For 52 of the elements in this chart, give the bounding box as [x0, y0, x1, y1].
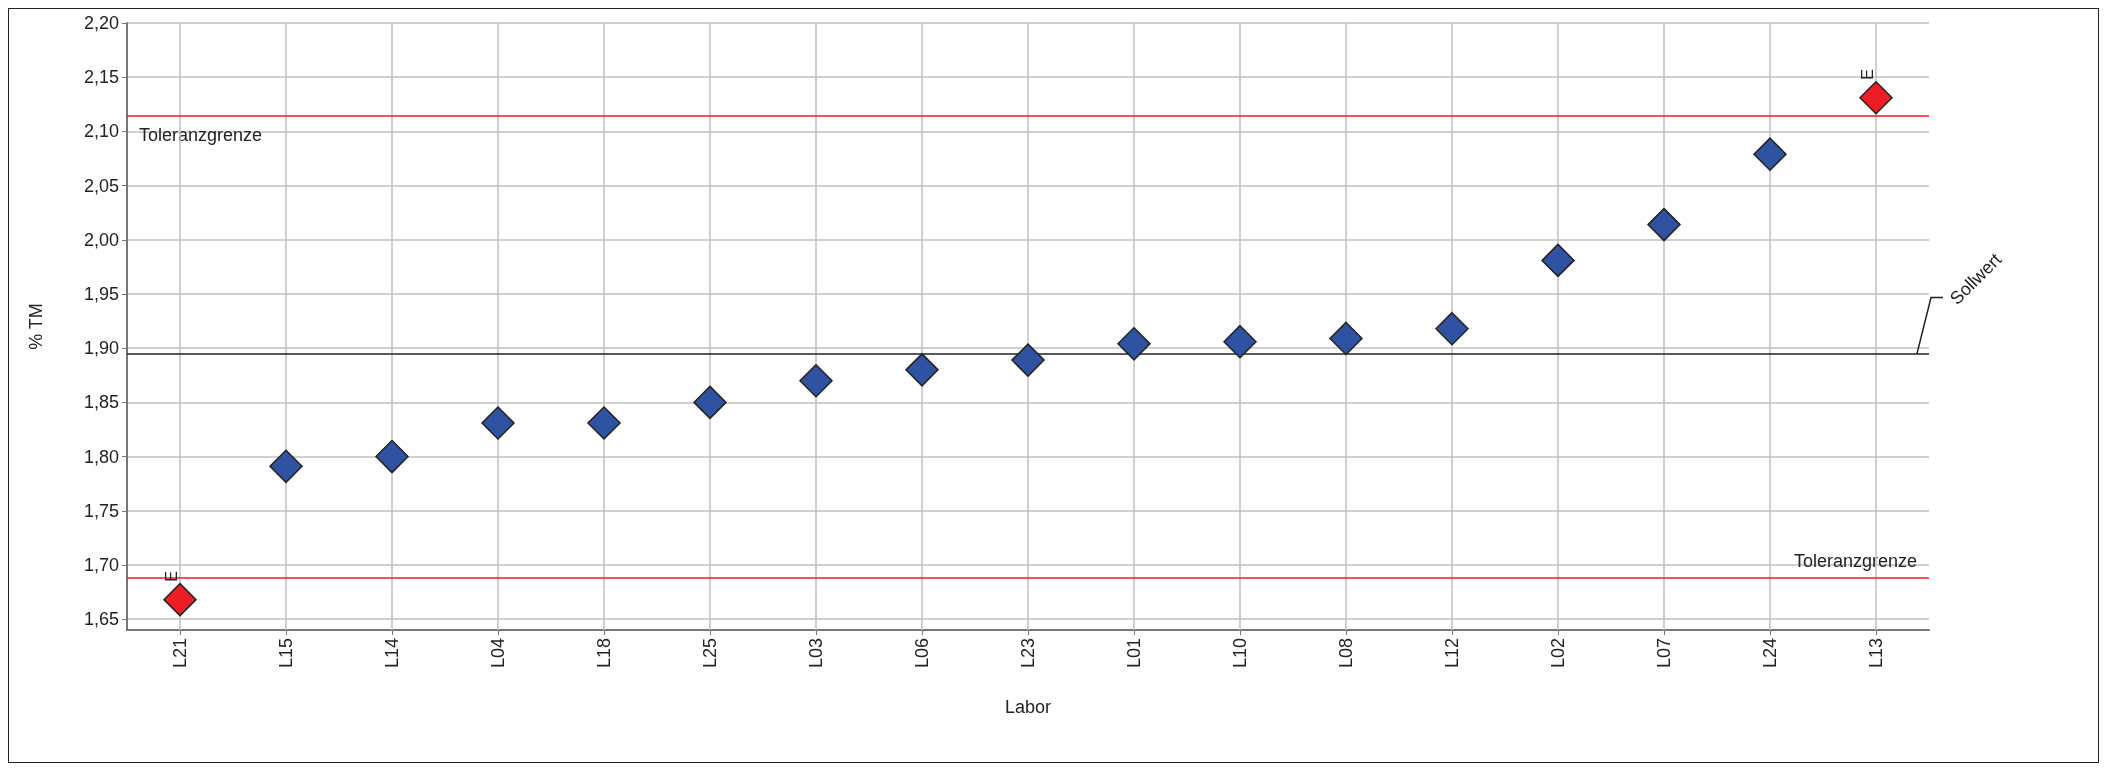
- point: [1329, 321, 1363, 356]
- point: [481, 406, 515, 440]
- y-axis-title: % TM: [26, 303, 46, 350]
- x-tick-label: L08: [1336, 638, 1356, 669]
- point: [1117, 327, 1151, 361]
- point: [1435, 311, 1469, 346]
- y-tick-label: 2,10: [83, 121, 119, 142]
- annotation: E: [162, 570, 180, 582]
- point: [1647, 207, 1681, 242]
- y-tick-label: 1,95: [83, 283, 119, 304]
- y-tick-label: 2,00: [83, 229, 119, 250]
- x-tick-label: L15: [276, 638, 296, 669]
- point: [1223, 324, 1257, 359]
- annotation: E: [1858, 69, 1876, 80]
- y-tick-label: 1,65: [83, 609, 119, 630]
- point: [799, 363, 833, 398]
- x-tick-label: L25: [700, 638, 720, 669]
- x-tick-label: L01: [1124, 638, 1144, 669]
- x-tick-label: L07: [1654, 638, 1674, 669]
- y-tick-label: 1,85: [83, 392, 119, 413]
- x-tick-label: L02: [1548, 638, 1568, 669]
- x-tick-label: L06: [912, 638, 932, 669]
- x-tick-label: L13: [1866, 638, 1886, 669]
- x-tick-label: L12: [1442, 638, 1462, 669]
- y-tick-label: 2,05: [83, 175, 119, 196]
- point: [1541, 243, 1575, 278]
- point: [375, 439, 409, 474]
- x-tick-label: L23: [1018, 638, 1038, 669]
- point: [163, 582, 197, 617]
- point: [587, 406, 621, 440]
- x-tick-label: L18: [594, 638, 614, 669]
- ref-line-label: Toleranzgrenze: [1793, 550, 1917, 571]
- y-tick-label: 1,70: [83, 554, 119, 575]
- x-axis-title: Labor: [1004, 697, 1052, 717]
- y-tick-label: 1,80: [83, 446, 119, 467]
- point: [1859, 81, 1893, 115]
- y-tick-label: 1,75: [83, 500, 119, 521]
- point: [1011, 343, 1045, 377]
- point: [269, 449, 303, 484]
- x-tick-label: L24: [1760, 638, 1780, 669]
- x-tick-label: L03: [806, 638, 826, 669]
- point: [905, 353, 939, 387]
- point: [1753, 137, 1787, 171]
- y-tick-label: 1,90: [83, 338, 119, 359]
- ref-line-label: Toleranzgrenze: [139, 125, 263, 146]
- x-tick-label: L21: [170, 638, 190, 669]
- y-tick-label: 2,15: [83, 67, 119, 88]
- point: [693, 385, 727, 420]
- x-tick-label: L04: [488, 638, 508, 669]
- x-tick-label: L14: [382, 638, 402, 669]
- x-tick-label: L10: [1230, 638, 1250, 669]
- y-tick-label: 2,20: [83, 13, 119, 33]
